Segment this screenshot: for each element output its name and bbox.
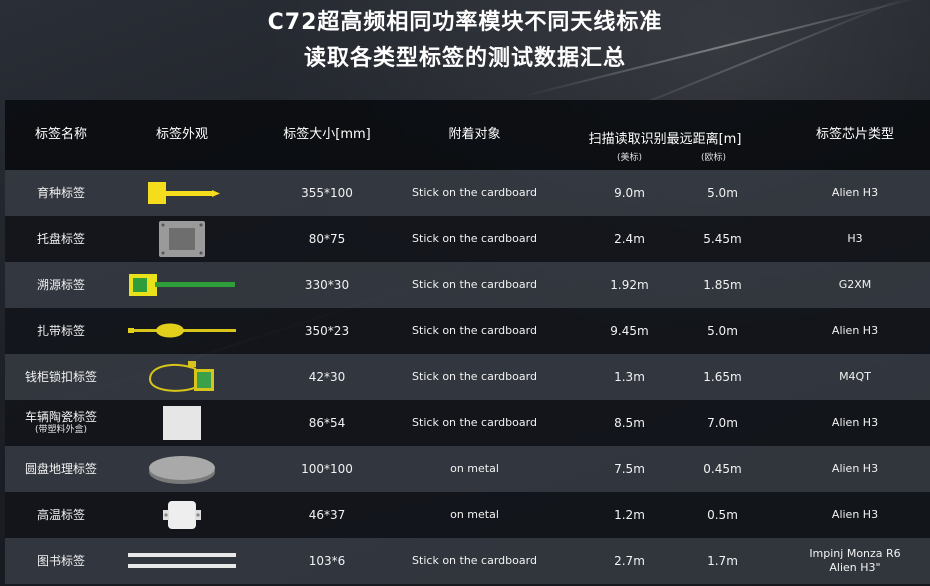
attached-object: Stick on the cardboard [412, 278, 537, 292]
attached-object: on metal [450, 462, 499, 476]
cash-box-lock-tag-icon [117, 354, 247, 400]
tag-name: 高温标签 [36, 507, 85, 522]
tag-name: 圆盘地理标签 [24, 461, 97, 476]
attached-object: Stick on the cardboard [412, 232, 537, 246]
tag-size: 330*30 [304, 277, 350, 292]
header-us-standard: (美标) [617, 153, 643, 163]
chip-type: Alien H3 [831, 416, 879, 430]
table-row: 高温标签 46*37 on metal 1.2m 0.5m Alien H3 [5, 492, 930, 538]
attached-object: Stick on the cardboard [412, 324, 537, 338]
tag-size: 80*75 [308, 231, 346, 246]
chip-type: H3 [847, 232, 863, 246]
table-row: 车辆陶瓷标签 (带塑料外盒) 86*54 Stick on the cardbo… [5, 400, 930, 446]
book-strip-tag-icon [117, 538, 247, 584]
eu-distance: 1.85m [703, 277, 742, 292]
tag-size: 355*100 [301, 185, 353, 200]
table-header: 标签名称 标签外观 标签大小[mm] 附着对象 扫描读取识别最远距离[m] (美… [5, 100, 930, 170]
tag-size: 350*23 [304, 323, 350, 338]
us-distance: 2.4m [614, 231, 645, 246]
test-data-table: 标签名称 标签外观 标签大小[mm] 附着对象 扫描读取识别最远距离[m] (美… [5, 100, 930, 586]
chip-type: G2XM [838, 278, 872, 292]
tag-name: 溯源标签 [36, 277, 85, 292]
us-distance: 7.5m [614, 461, 645, 476]
eu-distance: 5.0m [707, 323, 738, 338]
eu-distance: 1.65m [703, 369, 742, 384]
eu-distance: 5.45m [703, 231, 742, 246]
high-temp-tag-icon [117, 492, 247, 538]
chip-type-line2: Alien H3" [829, 561, 881, 574]
page-title-line2: 读取各类型标签的测试数据汇总 [303, 46, 626, 71]
table-row: 育种标签 355*100 Stick on the cardboard 9.0m… [5, 170, 930, 216]
tag-name: 图书标签 [36, 553, 85, 568]
chip-type: Alien H3 [831, 186, 879, 200]
table-row: 钱柜锁扣标签 42*30 Stick on the cardboard 1.3m… [5, 354, 930, 400]
tag-size: 103*6 [308, 553, 346, 568]
header-chip-type: 标签芯片类型 [815, 126, 894, 142]
attached-object: on metal [450, 508, 499, 522]
header-eu-standard: (欧标) [701, 153, 727, 163]
table-row: 圆盘地理标签 100*100 on metal 7.5m 0.45m Alien… [5, 446, 930, 492]
table-row: 图书标签 103*6 Stick on the cardboard 2.7m 1… [5, 538, 930, 584]
header-tag-size: 标签大小[mm] [283, 126, 371, 142]
chip-type: Alien H3 [831, 324, 879, 338]
header-scan-distance: 扫描读取识别最远距离[m] (美标) (欧标) [565, 100, 765, 170]
us-distance: 9.45m [610, 323, 649, 338]
header-attached-object: 附着对象 [448, 126, 501, 142]
chip-type: Alien H3 [831, 462, 879, 476]
green-traceability-tag-icon [117, 262, 247, 308]
attached-object: Stick on the cardboard [412, 186, 537, 200]
us-distance: 8.5m [614, 415, 645, 430]
us-distance: 2.7m [614, 553, 645, 568]
chip-type: M4QT [839, 370, 871, 384]
table-row: 托盘标签 80*75 Stick on the cardboard 2.4m 5… [5, 216, 930, 262]
yellow-cable-tie-tag-icon [117, 170, 247, 216]
page-title-line1: C72超高频相同功率模块不同天线标准 [267, 10, 663, 35]
eu-distance: 5.0m [707, 185, 738, 200]
us-distance: 1.2m [614, 507, 645, 522]
table-row: 扎带标签 350*23 Stick on the cardboard 9.45m… [5, 308, 930, 354]
tag-name: 扎带标签 [36, 323, 85, 338]
yellow-strap-tag-icon [117, 308, 247, 354]
header-tag-appearance: 标签外观 [155, 126, 208, 142]
tag-name: 育种标签 [36, 185, 85, 200]
tag-name: 钱柜锁扣标签 [24, 369, 97, 384]
tag-name-note: (带塑料外盒) [34, 424, 87, 435]
tag-size: 86*54 [308, 415, 346, 430]
chip-type: Alien H3 [831, 508, 879, 522]
ceramic-tag-icon [117, 400, 247, 446]
attached-object: Stick on the cardboard [412, 554, 537, 568]
us-distance: 9.0m [614, 185, 645, 200]
tag-size: 42*30 [308, 369, 346, 384]
us-distance: 1.92m [610, 277, 649, 292]
eu-distance: 7.0m [707, 415, 738, 430]
chip-type-cell: Impinj Monza R6 Alien H3" [780, 538, 930, 584]
tag-name: 车辆陶瓷标签 [24, 409, 97, 424]
tag-size: 46*37 [308, 507, 346, 522]
table-row: 溯源标签 330*30 Stick on the cardboard 1.92m… [5, 262, 930, 308]
header-scan-distance-label: 扫描读取识别最远距离[m] [588, 132, 742, 147]
tag-name: 托盘标签 [36, 231, 85, 246]
gray-pallet-tag-icon [117, 216, 247, 262]
us-distance: 1.3m [614, 369, 645, 384]
chip-type: Impinj Monza R6 [809, 547, 901, 561]
eu-distance: 1.7m [707, 553, 738, 568]
attached-object: Stick on the cardboard [412, 370, 537, 384]
eu-distance: 0.45m [703, 461, 742, 476]
eu-distance: 0.5m [707, 507, 738, 522]
disc-geo-tag-icon [117, 446, 247, 492]
header-tag-name: 标签名称 [34, 126, 87, 142]
tag-size: 100*100 [301, 461, 353, 476]
attached-object: Stick on the cardboard [412, 416, 537, 430]
tag-name-cell: 车辆陶瓷标签 (带塑料外盒) [5, 400, 117, 446]
